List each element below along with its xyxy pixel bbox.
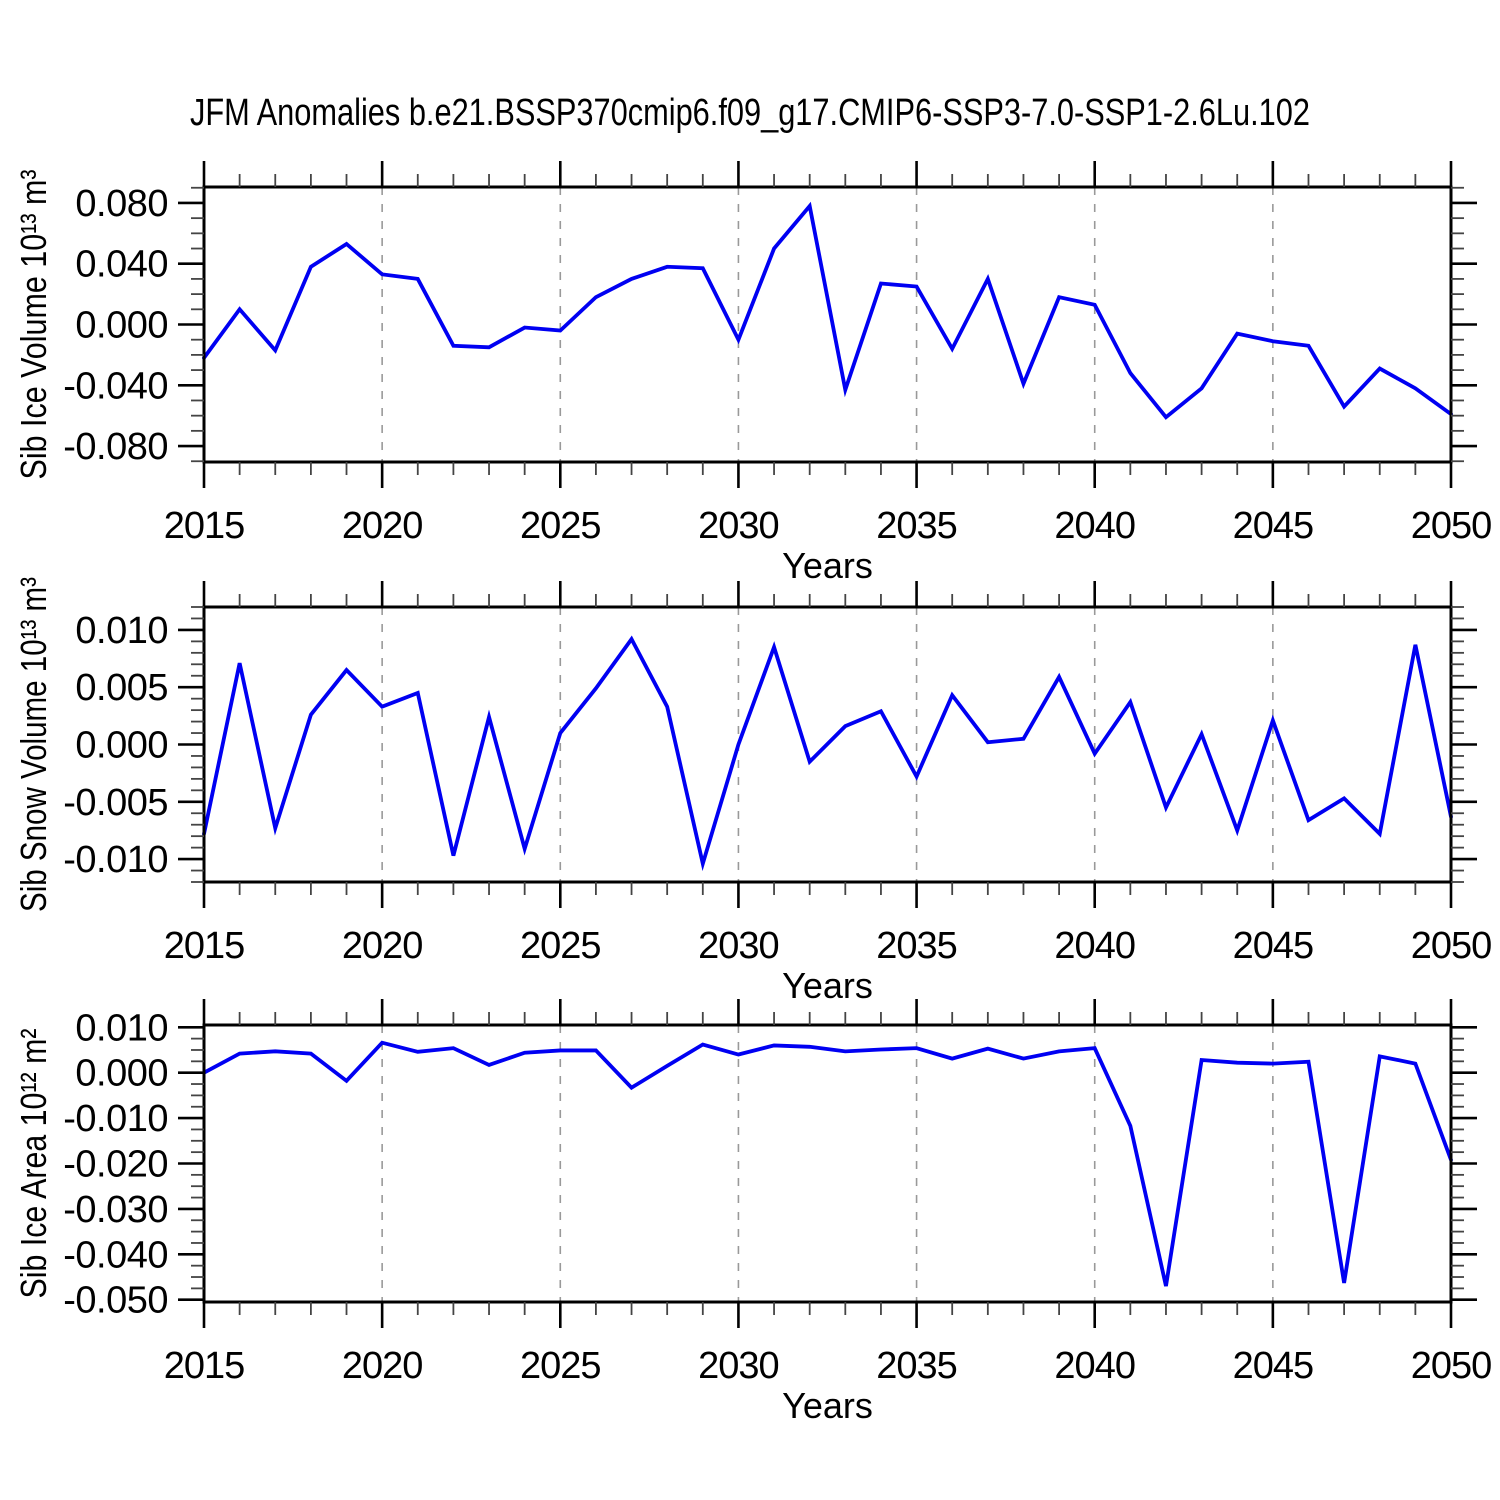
y-tick-label: -0.050 <box>63 1280 168 1322</box>
x-tick-label: 2020 <box>342 505 423 547</box>
y-tick-label: 0.005 <box>75 667 168 709</box>
y-tick-label: -0.010 <box>63 1098 168 1140</box>
y-tick-label: -0.005 <box>63 782 168 824</box>
x-tick-label: 2040 <box>1054 505 1135 547</box>
x-tick-label: 2040 <box>1054 1345 1135 1387</box>
x-tick-label: 2040 <box>1054 925 1135 967</box>
y-tick-label: 0.040 <box>75 244 168 286</box>
y-tick-label: -0.010 <box>63 839 168 881</box>
x-tick-label: 2045 <box>1233 925 1314 967</box>
y-axis-title: Sib Ice Volume 10¹³ m³ <box>13 169 54 479</box>
plot-frame <box>202 1023 1453 1304</box>
x-axis-title: Years <box>782 1385 873 1426</box>
y-tick-label: 0.000 <box>75 725 168 767</box>
x-axis-title: Years <box>782 545 873 586</box>
y-axis-title: Sib Ice Area 10¹² m² <box>13 1028 54 1298</box>
x-tick-label: 2030 <box>698 925 779 967</box>
y-tick-label: -0.080 <box>63 426 168 468</box>
panel-sib-ice-volume: 0.080 0.040 0.000 -0.040 -0.080 2015 2020 2025 2… <box>13 161 1492 586</box>
series-line-sib-ice-volume <box>202 201 1453 420</box>
x-tick-label: 2050 <box>1411 505 1492 547</box>
x-tick-label: 2045 <box>1233 505 1314 547</box>
x-tick-label: 2020 <box>342 925 423 967</box>
series-line-sib-ice-area <box>202 1040 1453 1287</box>
plot-frame <box>202 185 1453 464</box>
x-tick-label: 2025 <box>520 505 601 547</box>
y-tick-label: 0.010 <box>75 1007 168 1049</box>
x-tick-label: 2050 <box>1411 1345 1492 1387</box>
series-line-sib-snow-volume <box>202 635 1453 872</box>
x-tick-label: 2025 <box>520 1345 601 1387</box>
x-tick-label: 2035 <box>876 1345 957 1387</box>
figure-title: JFM Anomalies b.e21.BSSP370cmip6.f09_g17… <box>190 92 1310 134</box>
y-tick-label: -0.040 <box>63 1234 168 1276</box>
x-tick-label: 2015 <box>164 505 245 547</box>
y-tick-label: -0.020 <box>63 1144 168 1186</box>
x-tick-label: 2015 <box>164 1345 245 1387</box>
y-tick-label: 0.000 <box>75 1053 168 1095</box>
x-tick-label: 2025 <box>520 925 601 967</box>
panel-sib-snow-volume: 0.010 0.005 0.000 -0.005 -0.010 2015 2020 2025 2… <box>13 577 1492 1006</box>
x-tick-label: 2030 <box>698 505 779 547</box>
x-tick-label: 2045 <box>1233 1345 1314 1387</box>
x-tick-label: 2035 <box>876 505 957 547</box>
y-tick-label: 0.000 <box>75 305 168 347</box>
x-tick-label: 2050 <box>1411 925 1492 967</box>
x-tick-label: 2030 <box>698 1345 779 1387</box>
y-tick-label: -0.040 <box>63 365 168 407</box>
y-tick-label: 0.080 <box>75 183 168 225</box>
x-tick-label: 2035 <box>876 925 957 967</box>
panel-sib-ice-area: 0.0100.000-0.010-0.020-0.030-0.040-0.050… <box>13 999 1492 1426</box>
x-axis-title: Years <box>782 965 873 1006</box>
x-tick-label: 2015 <box>164 925 245 967</box>
y-tick-label: -0.030 <box>63 1189 168 1231</box>
y-tick-label: 0.010 <box>75 610 168 652</box>
y-axis-title: Sib Snow Volume 10¹³ m³ <box>13 577 54 912</box>
x-tick-label: 2020 <box>342 1345 423 1387</box>
